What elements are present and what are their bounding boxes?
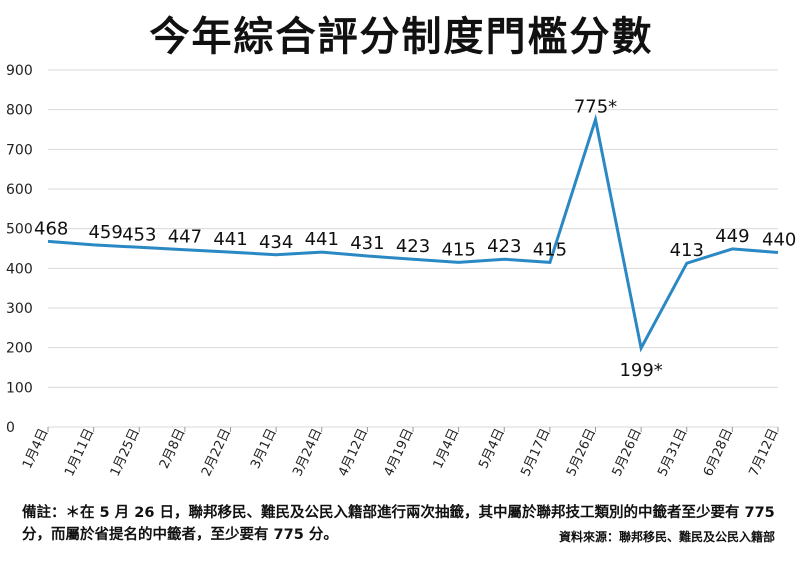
x-tick-label: 4月19日 — [382, 426, 417, 478]
y-tick-label: 600 — [6, 182, 33, 198]
y-tick-label: 300 — [6, 301, 33, 317]
y-tick-label: 800 — [6, 103, 33, 119]
x-tick-label: 1月11日 — [62, 426, 97, 478]
x-tick-label: 3月24日 — [290, 426, 325, 478]
data-label: 415 — [533, 239, 567, 260]
x-tick-label: 5月31日 — [655, 426, 690, 478]
y-tick-label: 200 — [6, 341, 33, 357]
x-tick-label: 1月4日 — [431, 426, 463, 471]
data-label: 431 — [350, 233, 384, 254]
data-label: 459 — [88, 222, 122, 243]
x-tick-label: 4月12日 — [336, 426, 371, 478]
chart-title: 今年綜合評分制度門檻分數 — [149, 14, 654, 60]
data-label: 453 — [122, 224, 156, 245]
data-label: 449 — [715, 226, 749, 247]
x-tick-label: 2月22日 — [199, 426, 234, 478]
data-label: 441 — [305, 229, 339, 250]
x-tick-label: 2月8日 — [157, 426, 189, 471]
line-chart: 0 100 200 300 400 500 600 700 800 900 1月4日 1月11日 1月2… — [6, 63, 796, 479]
y-tick-label: 700 — [6, 142, 33, 158]
x-tick-label: 3月1日 — [248, 426, 280, 471]
data-label: 434 — [259, 232, 293, 253]
x-tick-label: 5月4日 — [476, 426, 508, 471]
y-tick-label: 100 — [6, 380, 33, 396]
data-label: 423 — [487, 236, 521, 257]
x-tick-label: 5月17日 — [518, 426, 553, 478]
data-label: 775* — [574, 97, 617, 118]
x-tick-label: 5月26日 — [564, 426, 599, 478]
footnote: 備註：＊在 5 月 26 日，聯邦移民、難民及公民入籍部進行兩次抽籤，其中屬於聯… — [22, 505, 775, 543]
data-label: 447 — [168, 227, 202, 248]
source-credit: 資料來源：聯邦移民、難民及公民入籍部 — [558, 530, 775, 544]
data-label: 413 — [670, 240, 704, 261]
x-tick-label: 1月4日 — [20, 426, 52, 471]
x-tick-label: 6月28日 — [701, 426, 736, 478]
y-tick-label: 0 — [6, 420, 15, 436]
series-line — [47, 113, 779, 353]
x-tick-label: 1月25日 — [108, 426, 143, 478]
data-label: 440 — [762, 229, 796, 250]
data-label: 415 — [441, 239, 475, 260]
data-label: 468 — [34, 218, 68, 239]
data-label: 199* — [619, 360, 662, 381]
data-label: 441 — [213, 229, 247, 250]
y-tick-label: 900 — [6, 63, 33, 79]
y-tick-label: 500 — [6, 222, 33, 238]
x-tick-label: 7月12日 — [747, 426, 782, 478]
x-tick-label: 5月26日 — [610, 426, 645, 478]
data-label: 423 — [396, 236, 430, 257]
y-tick-label: 400 — [6, 261, 33, 277]
